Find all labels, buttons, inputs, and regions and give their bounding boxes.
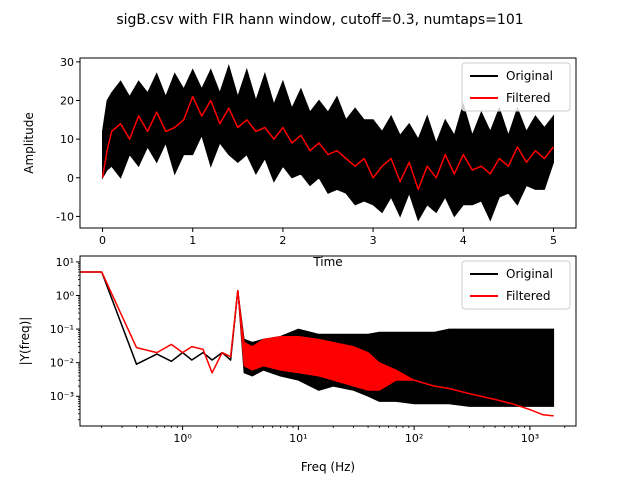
legend-label-filtered: Filtered: [506, 91, 550, 105]
legend: Original Filtered: [461, 62, 571, 112]
x-tick-label: 10⁰: [173, 432, 192, 445]
x-tick-label: 3: [370, 234, 377, 247]
y-tick-label: 10⁻¹: [50, 323, 74, 336]
figure-title: sigB.csv with FIR hann window, cutoff=0.…: [116, 12, 523, 28]
bottom-plot-panel: 10⁰ 10¹ 10² 10³ 10⁻³ 10⁻² 10⁻¹ 10⁰ 10¹ Freq (Hz) |…: [18, 255, 577, 474]
x-tick-label: 2: [279, 234, 286, 247]
legend-label-filtered: Filtered: [506, 289, 550, 303]
y-axis-label: |Y(freq)|: [18, 317, 32, 366]
y-tick-label: 10¹: [56, 256, 74, 269]
plot-data-area: [101, 64, 555, 222]
x-tick-label: 10³: [521, 432, 539, 445]
x-tick-label: 10²: [405, 432, 423, 445]
axes-frame: [79, 57, 577, 229]
y-tick-label: 10⁻³: [50, 390, 74, 403]
axes-frame: [79, 255, 577, 427]
x-axis-label: Freq (Hz): [301, 460, 355, 474]
x-axis-label: Time: [312, 255, 342, 269]
y-tick-label: 10⁰: [56, 289, 75, 302]
y-tick-label: 30: [60, 56, 74, 69]
plot-data-area: [80, 271, 555, 417]
x-tick-label: 1: [189, 234, 196, 247]
y-tick-label: 20: [60, 95, 74, 108]
y-tick-label: -10: [56, 210, 74, 223]
y-axis-label: Amplitude: [22, 112, 36, 174]
y-tick-label: 10: [60, 133, 74, 146]
filtered-series-line: [101, 95, 555, 191]
legend: Original Filtered: [461, 260, 571, 310]
x-tick-label: 0: [99, 234, 106, 247]
y-tick-label: 10⁻²: [50, 357, 74, 370]
filtered-series-line: [80, 271, 554, 417]
original-series-envelope: [102, 64, 554, 222]
x-tick-label: 4: [460, 234, 467, 247]
legend-label-original: Original: [506, 267, 553, 281]
legend-label-original: Original: [506, 69, 553, 83]
x-tick-label: 10¹: [289, 432, 307, 445]
x-tick-label: 5: [550, 234, 557, 247]
top-plot-panel: 0 1 2 3 4 5 -10 0 10 20 30 Time Amplitude Original Fil…: [22, 56, 577, 269]
y-tick-label: 0: [67, 172, 74, 185]
